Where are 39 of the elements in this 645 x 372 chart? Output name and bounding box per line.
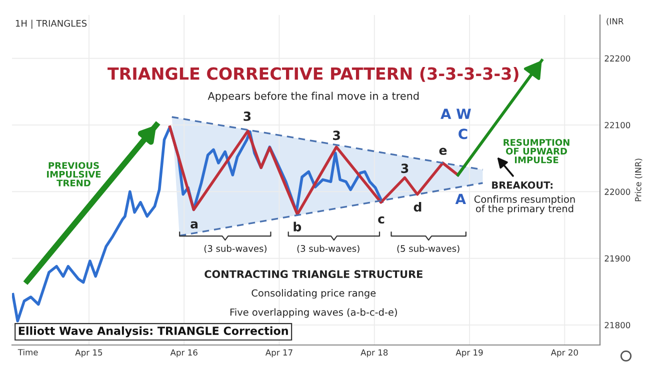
annotation: b <box>294 222 302 232</box>
y-axis-title: Price (INR) <box>634 158 642 202</box>
annotation: c <box>378 216 384 224</box>
annotation: Consolidating price range <box>252 289 376 299</box>
annotation: RESUMPTION OF UPWARD IMPULSE <box>504 139 570 164</box>
x-tick-label: Apr 18 <box>360 349 388 358</box>
annotation: CONTRACTING TRIANGLE STRUCTURE <box>204 270 422 278</box>
y-tick-label: 22200 <box>604 55 630 62</box>
annotation: e <box>439 148 447 155</box>
text: TRIANGLE CORRECTIVE PATTERN (3-3-3-3-3) <box>108 67 518 82</box>
annotation: A <box>455 194 466 204</box>
x-tick-label: Apr 16 <box>170 349 198 358</box>
annotation: Confirms resumption of the primary trend <box>474 195 575 214</box>
annotation: 3 <box>333 130 340 140</box>
annotation: 3 <box>401 164 408 174</box>
annotation: (3 sub-waves) <box>204 244 266 253</box>
annotation: C <box>458 128 468 140</box>
annotation: BREAKOUT: <box>492 181 552 189</box>
annotation: a <box>190 221 198 229</box>
x-tick-label: Apr 20 <box>550 349 578 358</box>
annotation: PREVIOUS IMPULSIVE TREND <box>47 162 101 186</box>
annotation: (5 sub-waves) <box>397 244 460 253</box>
y-tick-label: 22100 <box>604 122 630 128</box>
y-tick-label: 21800 <box>604 322 630 328</box>
annotation: Five overlapping waves (a-b-c-d-e) <box>230 308 397 318</box>
annotation: 3 <box>244 111 251 121</box>
y-tick-label: 22000 <box>604 188 630 195</box>
x-tick-label: Apr 19 <box>456 349 483 358</box>
x-tick-label: Apr 15 <box>75 349 102 358</box>
text: (INR <box>606 18 624 26</box>
annotation: (3 sub-waves) <box>297 244 360 253</box>
annotation: d <box>414 202 422 212</box>
y-tick-label: 21900 <box>604 255 630 262</box>
x-axis-title: Time <box>18 348 38 356</box>
annotation: Elliott Wave Analysis: TRIANGLE Correction <box>18 326 288 338</box>
text: Appears before the final move in a trend <box>208 92 419 102</box>
x-tick-label: Apr 17 <box>265 349 292 358</box>
annotation: A W <box>440 108 471 119</box>
annotation: 1H | TRIANGLES <box>16 20 87 29</box>
